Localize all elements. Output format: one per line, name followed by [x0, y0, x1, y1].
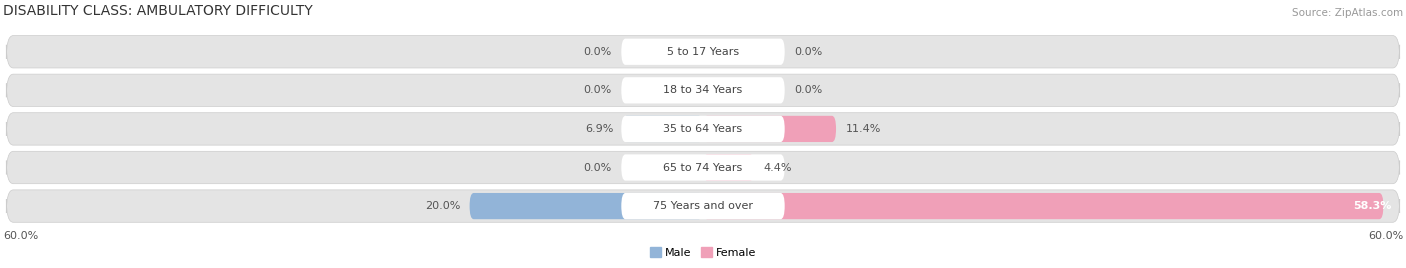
- FancyBboxPatch shape: [6, 36, 1400, 68]
- FancyBboxPatch shape: [6, 190, 1400, 222]
- Text: 4.4%: 4.4%: [763, 162, 792, 173]
- Text: 0.0%: 0.0%: [583, 85, 612, 95]
- Text: 75 Years and over: 75 Years and over: [652, 201, 754, 211]
- FancyBboxPatch shape: [703, 193, 1384, 219]
- Text: 6.9%: 6.9%: [585, 124, 613, 134]
- FancyBboxPatch shape: [6, 74, 1400, 107]
- Text: 60.0%: 60.0%: [3, 231, 38, 241]
- Text: 0.0%: 0.0%: [794, 47, 823, 57]
- Text: 20.0%: 20.0%: [425, 201, 460, 211]
- Text: 35 to 64 Years: 35 to 64 Years: [664, 124, 742, 134]
- FancyBboxPatch shape: [621, 39, 785, 65]
- Text: DISABILITY CLASS: AMBULATORY DIFFICULTY: DISABILITY CLASS: AMBULATORY DIFFICULTY: [3, 4, 312, 18]
- FancyBboxPatch shape: [470, 193, 703, 219]
- Text: 11.4%: 11.4%: [845, 124, 880, 134]
- Text: 60.0%: 60.0%: [1368, 231, 1403, 241]
- Text: 0.0%: 0.0%: [583, 162, 612, 173]
- FancyBboxPatch shape: [703, 116, 837, 142]
- Text: 5 to 17 Years: 5 to 17 Years: [666, 47, 740, 57]
- FancyBboxPatch shape: [621, 154, 785, 181]
- FancyBboxPatch shape: [621, 116, 785, 142]
- FancyBboxPatch shape: [6, 113, 1400, 145]
- Text: 0.0%: 0.0%: [794, 85, 823, 95]
- Text: 65 to 74 Years: 65 to 74 Years: [664, 162, 742, 173]
- Legend: Male, Female: Male, Female: [645, 243, 761, 262]
- Text: 0.0%: 0.0%: [583, 47, 612, 57]
- FancyBboxPatch shape: [703, 154, 755, 181]
- FancyBboxPatch shape: [621, 193, 785, 219]
- FancyBboxPatch shape: [6, 151, 1400, 184]
- Text: 58.3%: 58.3%: [1353, 201, 1392, 211]
- FancyBboxPatch shape: [621, 77, 785, 103]
- Text: 18 to 34 Years: 18 to 34 Years: [664, 85, 742, 95]
- FancyBboxPatch shape: [623, 116, 703, 142]
- Text: Source: ZipAtlas.com: Source: ZipAtlas.com: [1292, 8, 1403, 18]
